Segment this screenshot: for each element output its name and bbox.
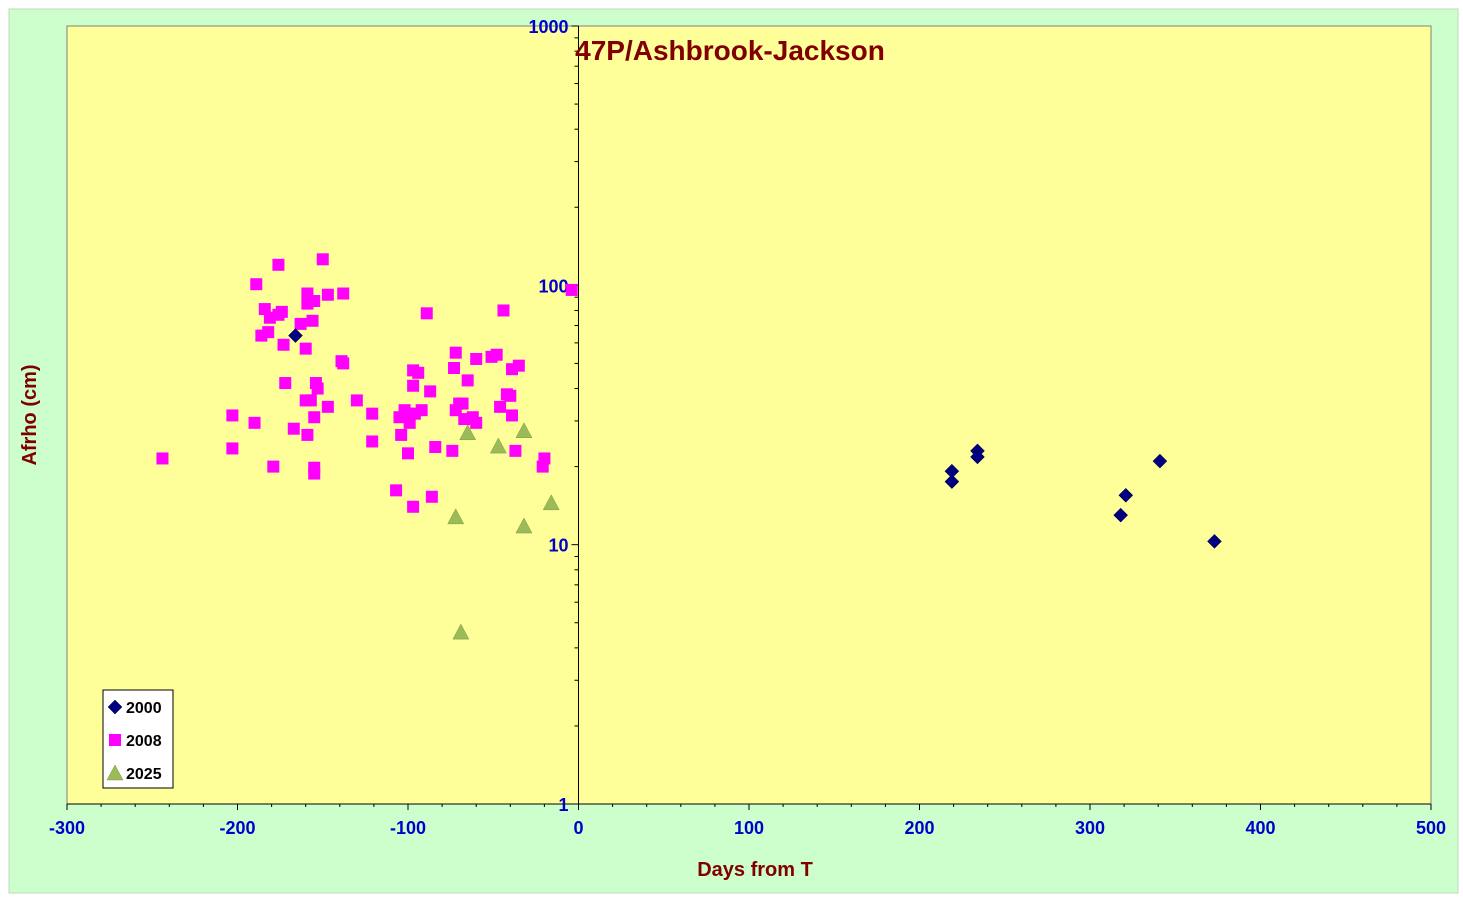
y-tick-label: 1 (558, 795, 568, 815)
data-point-2008 (337, 357, 350, 370)
data-point-2008 (306, 314, 319, 327)
data-point-2008 (277, 338, 290, 351)
data-point-2000 (1118, 487, 1134, 503)
data-point-2008 (311, 382, 324, 395)
data-point-2000 (1152, 453, 1168, 469)
x-tick-label: -300 (49, 818, 85, 838)
data-point-2025 (515, 422, 533, 438)
data-point-2008 (538, 452, 551, 465)
data-point-2008 (504, 389, 517, 402)
y-tick-label: 100 (538, 276, 568, 296)
data-point-2008 (425, 490, 438, 503)
data-point-2008 (262, 326, 275, 339)
data-point-2008 (456, 397, 469, 410)
data-point-2008 (395, 428, 408, 441)
data-point-2008 (424, 385, 437, 398)
data-point-2008 (390, 484, 403, 497)
data-point-2008 (279, 377, 292, 390)
legend-label-2025: 2025 (126, 766, 162, 783)
legend: 2000 2008 2025 (102, 689, 174, 789)
data-point-2008 (337, 287, 350, 300)
data-point-2008 (366, 407, 379, 420)
data-point-2008 (509, 444, 522, 457)
x-tick-label: 400 (1245, 818, 1275, 838)
data-point-2000 (944, 474, 960, 489)
data-point-2008 (402, 447, 414, 460)
data-point-2008 (299, 342, 312, 355)
data-point-2025 (542, 494, 560, 511)
data-point-2008 (316, 253, 329, 266)
legend-label-2000: 2000 (126, 700, 162, 717)
data-point-2008 (446, 444, 459, 457)
legend-marker-2025 (106, 764, 124, 781)
data-point-2008 (407, 500, 420, 513)
chart-title: 47P/Ashbrook-Jackson (575, 35, 885, 66)
data-point-2008 (308, 411, 321, 424)
data-point-2008 (272, 258, 285, 271)
data-point-2008 (156, 452, 169, 465)
data-point-2000 (288, 328, 303, 343)
data-point-2008 (461, 374, 474, 387)
data-point-2008 (448, 361, 461, 374)
data-point-2008 (267, 460, 280, 473)
x-tick-label: 500 (1416, 818, 1446, 838)
legend-marker-2008 (109, 734, 121, 746)
data-point-2008 (250, 278, 263, 291)
data-point-2008 (226, 409, 239, 422)
data-point-2008 (470, 416, 483, 429)
x-axis-title: Days from T (697, 859, 813, 881)
data-point-2008 (429, 441, 442, 454)
data-point-2008 (308, 467, 321, 480)
y-tick-label: 1000 (528, 17, 568, 37)
data-point-2025 (447, 508, 465, 525)
data-point-2000 (1113, 507, 1129, 523)
data-point-2008 (287, 422, 300, 435)
x-tick-label: 300 (1075, 818, 1105, 838)
y-axis-title: Afrho (cm) (19, 364, 41, 465)
data-point-2008 (449, 346, 462, 359)
data-point-2008 (565, 283, 578, 296)
data-point-2008 (412, 366, 425, 379)
data-point-2008 (294, 317, 307, 330)
data-point-2000 (1207, 533, 1222, 549)
data-point-2008 (512, 359, 525, 372)
data-point-2025 (489, 437, 507, 454)
data-point-2008 (490, 348, 503, 361)
x-tick-label: 100 (734, 818, 764, 838)
x-tick-label: -200 (219, 818, 255, 838)
x-tick-label: 0 (573, 818, 583, 838)
data-point-2000 (970, 449, 985, 465)
data-point-2008 (321, 400, 334, 413)
data-point-2008 (308, 295, 321, 308)
data-point-2008 (321, 288, 334, 301)
data-point-2008 (275, 305, 288, 318)
data-point-2008 (407, 379, 420, 392)
data-point-2008 (415, 404, 428, 417)
data-point-2008 (301, 428, 314, 441)
plot-area (66, 25, 1432, 805)
data-point-2008 (470, 352, 483, 365)
data-point-2008 (494, 400, 507, 413)
data-point-2008 (248, 416, 261, 429)
data-point-2008 (366, 435, 379, 448)
data-point-2025 (515, 517, 533, 534)
data-point-2008 (420, 307, 433, 320)
x-tick-label: -100 (390, 818, 426, 838)
data-point-2008 (226, 442, 239, 455)
legend-label-2008: 2008 (126, 733, 162, 750)
axes-layer: -300 -200 -100 0 100 200 300 400 500 1 10 100 1000 (49, 17, 1446, 838)
y-tick-label: 10 (548, 536, 568, 556)
points-layer (156, 253, 1222, 640)
data-point-2008 (497, 304, 510, 317)
legend-marker-2000 (107, 699, 123, 715)
data-point-2025 (459, 424, 477, 441)
data-point-2008 (506, 409, 519, 422)
data-point-2008 (350, 394, 363, 407)
data-point-2025 (452, 623, 470, 640)
data-point-2008 (403, 416, 416, 429)
x-tick-label: 200 (904, 818, 934, 838)
data-point-2008 (304, 394, 317, 407)
